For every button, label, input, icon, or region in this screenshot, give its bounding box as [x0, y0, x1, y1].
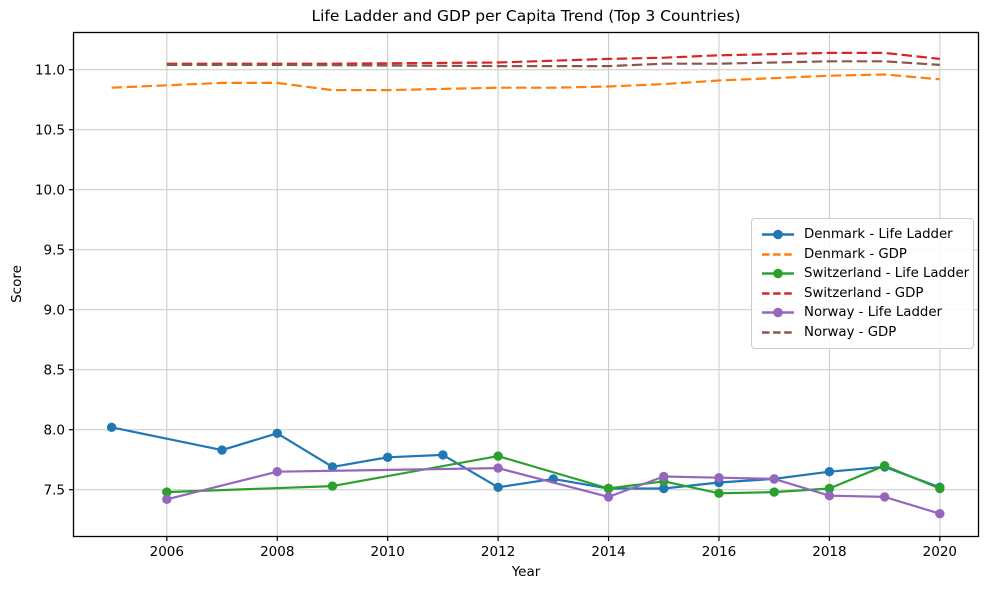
series-line-denmark-gdp: [111, 73, 940, 92]
axes-spines: [72, 31, 980, 538]
y-tick-label: 9.5: [44, 243, 65, 259]
legend-item-switzerland-life-ladder: Switzerland - Life Ladder: [761, 264, 969, 284]
marker-norway-life-ladder: [603, 492, 614, 502]
chart-title: Life Ladder and GDP per Capita Trend (To…: [311, 7, 741, 25]
series-line-norway-gdp: [166, 60, 940, 68]
series-line-norway-life-ladder: [166, 467, 941, 515]
x-tick-label: 2008: [260, 544, 294, 560]
marker-denmark-life-ladder: [382, 452, 393, 462]
marker-denmark-life-ladder: [659, 483, 669, 494]
legend-swatch-denmark-life-ladder: [762, 229, 794, 240]
legend-item-norway-life-ladder: Norway - Life Ladder: [761, 303, 964, 323]
legend-swatch-switzerland-gdp: [762, 292, 794, 295]
marker-denmark-life-ladder: [824, 467, 835, 477]
marker-switzerland-life-ladder: [714, 488, 724, 498]
marker-switzerland-life-ladder: [603, 483, 614, 494]
marker-switzerland-life-ladder: [769, 487, 779, 497]
legend-label: Denmark - GDP: [804, 246, 907, 262]
marker-norway-life-ladder: [162, 494, 172, 504]
marker-denmark-life-ladder: [217, 445, 227, 455]
marker-denmark-life-ladder: [106, 422, 117, 432]
marker-denmark-life-ladder: [438, 450, 448, 460]
y-axis-label: Score: [9, 265, 25, 303]
marker-norway-life-ladder: [935, 509, 945, 519]
series-line-switzerland-gdp: [166, 51, 940, 65]
legend: Denmark - Life Ladder Denmark - GDP Switze…: [751, 218, 974, 349]
marker-switzerland-life-ladder: [824, 483, 835, 494]
marker-switzerland-life-ladder: [162, 487, 172, 497]
marker-denmark-life-ladder: [327, 462, 338, 472]
legend-label: Norway - Life Ladder: [804, 305, 942, 321]
marker-norway-life-ladder: [714, 473, 724, 483]
marker-norway-life-ladder: [493, 463, 503, 473]
series-line-denmark-life-ladder: [111, 426, 941, 490]
legend-label: Switzerland - GDP: [804, 285, 924, 301]
legend-swatch-norway-life-ladder: [762, 307, 794, 318]
marker-switzerland-life-ladder: [879, 461, 890, 471]
y-tick-label: 10.5: [35, 123, 65, 139]
marker-switzerland-life-ladder: [493, 451, 503, 461]
marker-norway-life-ladder: [272, 467, 282, 477]
y-tick-label: 8.0: [44, 423, 65, 439]
y-tick-label: 11.0: [35, 63, 65, 79]
x-tick-label: 2020: [923, 544, 957, 560]
marker-norway-life-ladder: [879, 492, 890, 502]
marker-denmark-life-ladder: [272, 428, 282, 438]
marker-norway-life-ladder: [769, 474, 779, 484]
x-tick-label: 2010: [371, 544, 405, 560]
legend-item-norway-gdp: Norway - GDP: [761, 323, 964, 343]
legend-item-switzerland-gdp: Switzerland - GDP: [761, 284, 964, 304]
legend-label: Norway - GDP: [804, 324, 897, 340]
marker-switzerland-life-ladder: [935, 483, 945, 494]
marker-norway-life-ladder: [659, 471, 669, 482]
legend-label: Switzerland - Life Ladder: [804, 266, 970, 282]
marker-switzerland-life-ladder: [327, 481, 338, 491]
x-tick-label: 2006: [150, 544, 184, 560]
y-tick-label: 9.0: [44, 303, 65, 319]
series-line-switzerland-life-ladder: [166, 455, 941, 495]
marker-denmark-life-ladder: [493, 482, 503, 492]
legend-swatch-switzerland-life-ladder: [762, 268, 794, 279]
x-tick-label: 2016: [702, 544, 736, 560]
y-tick-label: 7.5: [44, 483, 65, 499]
x-tick-label: 2014: [591, 544, 625, 560]
legend-label: Denmark - Life Ladder: [804, 227, 953, 243]
marker-norway-life-ladder: [824, 491, 835, 501]
y-tick-label: 10.0: [35, 183, 65, 199]
legend-item-denmark-life-ladder: Denmark - Life Ladder: [761, 225, 964, 245]
y-tick-label: 8.5: [44, 363, 65, 379]
x-axis-label: Year: [511, 564, 541, 580]
x-tick-label: 2018: [812, 544, 846, 560]
x-tick-label: 2012: [481, 544, 515, 560]
legend-swatch-denmark-gdp: [762, 253, 794, 256]
legend-swatch-norway-gdp: [762, 331, 794, 334]
legend-item-denmark-gdp: Denmark - GDP: [761, 245, 964, 265]
